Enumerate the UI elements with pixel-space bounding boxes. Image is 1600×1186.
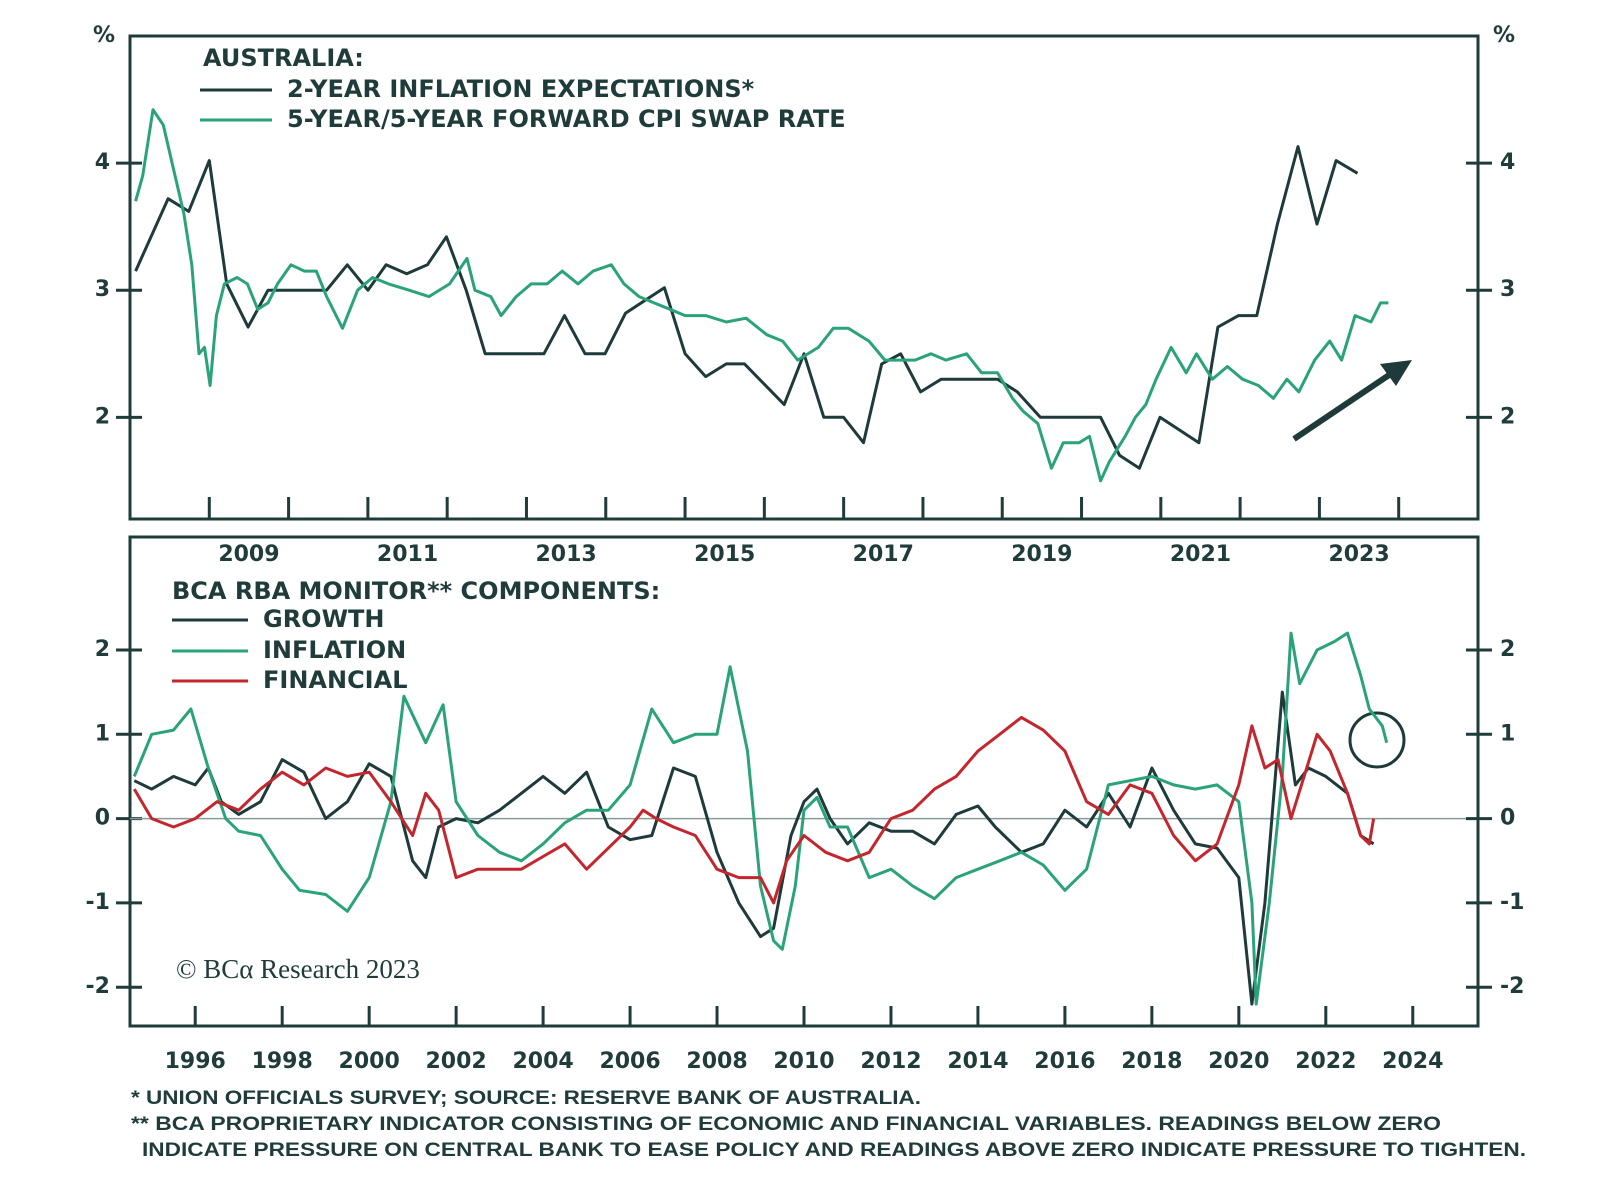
y2-tick-label: 2: [1500, 404, 1515, 429]
x-tick-label: 2018: [1121, 1049, 1182, 1074]
legend-title: AUSTRALIA:: [203, 44, 364, 72]
x-tick-label: 2010: [773, 1049, 834, 1074]
legend-label: 5-YEAR/5-YEAR FORWARD CPI SWAP RATE: [287, 105, 846, 133]
legend-label: GROWTH: [263, 605, 385, 633]
plot-frame: [128, 34, 1480, 521]
x-tick-label: 2020: [1208, 1049, 1269, 1074]
y-tick-label: 2: [95, 637, 110, 662]
y2-tick-label: 1: [1500, 721, 1515, 746]
footnote: ** BCA PROPRIETARY INDICATOR CONSISTING …: [131, 1114, 1441, 1135]
x-tick-label: 2012: [860, 1049, 921, 1074]
x-tick-label: 2015: [694, 542, 755, 567]
y-tick-label: 2: [95, 404, 110, 429]
x-tick-label: 2014: [947, 1049, 1008, 1074]
x-tick-label: 2011: [377, 542, 438, 567]
y2-tick-label: 0: [1500, 806, 1515, 831]
x-tick-label: 2000: [339, 1049, 400, 1074]
y-axis-label: %: [93, 23, 115, 48]
x-tick-label: 1998: [252, 1049, 313, 1074]
legend-title: BCA RBA MONITOR** COMPONENTS:: [172, 577, 660, 605]
x-tick-label: 2022: [1295, 1049, 1356, 1074]
x-tick-label: 2024: [1382, 1049, 1443, 1074]
y-tick-label: 3: [95, 277, 110, 302]
legend-label: 2-YEAR INFLATION EXPECTATIONS*: [287, 75, 755, 103]
y2-tick-label: 2: [1500, 637, 1515, 662]
y-tick-label: -2: [86, 974, 110, 999]
legend-label: FINANCIAL: [263, 666, 407, 694]
x-tick-label: 2002: [426, 1049, 487, 1074]
legend-label: INFLATION: [263, 636, 406, 664]
x-tick-label: 2013: [536, 542, 597, 567]
series-line: [132, 631, 1389, 1006]
x-tick-label: 2016: [1034, 1049, 1095, 1074]
y-tick-label: 1: [95, 721, 110, 746]
x-tick-label: 2023: [1328, 542, 1389, 567]
y2-tick-label: -2: [1500, 974, 1524, 999]
x-tick-label: 2009: [218, 542, 279, 567]
series-line: [134, 145, 1359, 470]
y2-tick-label: -1: [1500, 890, 1524, 915]
trend-arrow: [1292, 366, 1400, 442]
x-tick-label: 2017: [853, 542, 914, 567]
copyright: © BCα Research 2023: [176, 954, 420, 984]
y2-axis-label: %: [1493, 23, 1515, 48]
y-tick-label: -1: [86, 890, 110, 915]
footnote: INDICATE PRESSURE ON CENTRAL BANK TO EAS…: [142, 1140, 1526, 1161]
y-tick-label: 0: [95, 806, 110, 831]
x-tick-label: 2021: [1170, 542, 1231, 567]
series-line: [133, 715, 1376, 905]
highlight-circle: [1348, 711, 1406, 769]
series-line: [133, 690, 1375, 1006]
x-tick-label: 2008: [686, 1049, 747, 1074]
x-tick-label: 2004: [512, 1049, 573, 1074]
footnote: * UNION OFFICIALS SURVEY; SOURCE: RESERV…: [131, 1088, 921, 1109]
x-tick-label: 2006: [599, 1049, 660, 1074]
y-tick-label: 4: [95, 150, 110, 175]
trend-arrow-head: [1380, 360, 1412, 386]
y2-tick-label: 4: [1500, 150, 1515, 175]
series-line: [134, 108, 1389, 483]
y2-tick-label: 3: [1500, 277, 1515, 302]
x-tick-label: 2019: [1011, 542, 1072, 567]
x-tick-label: 1996: [165, 1049, 226, 1074]
